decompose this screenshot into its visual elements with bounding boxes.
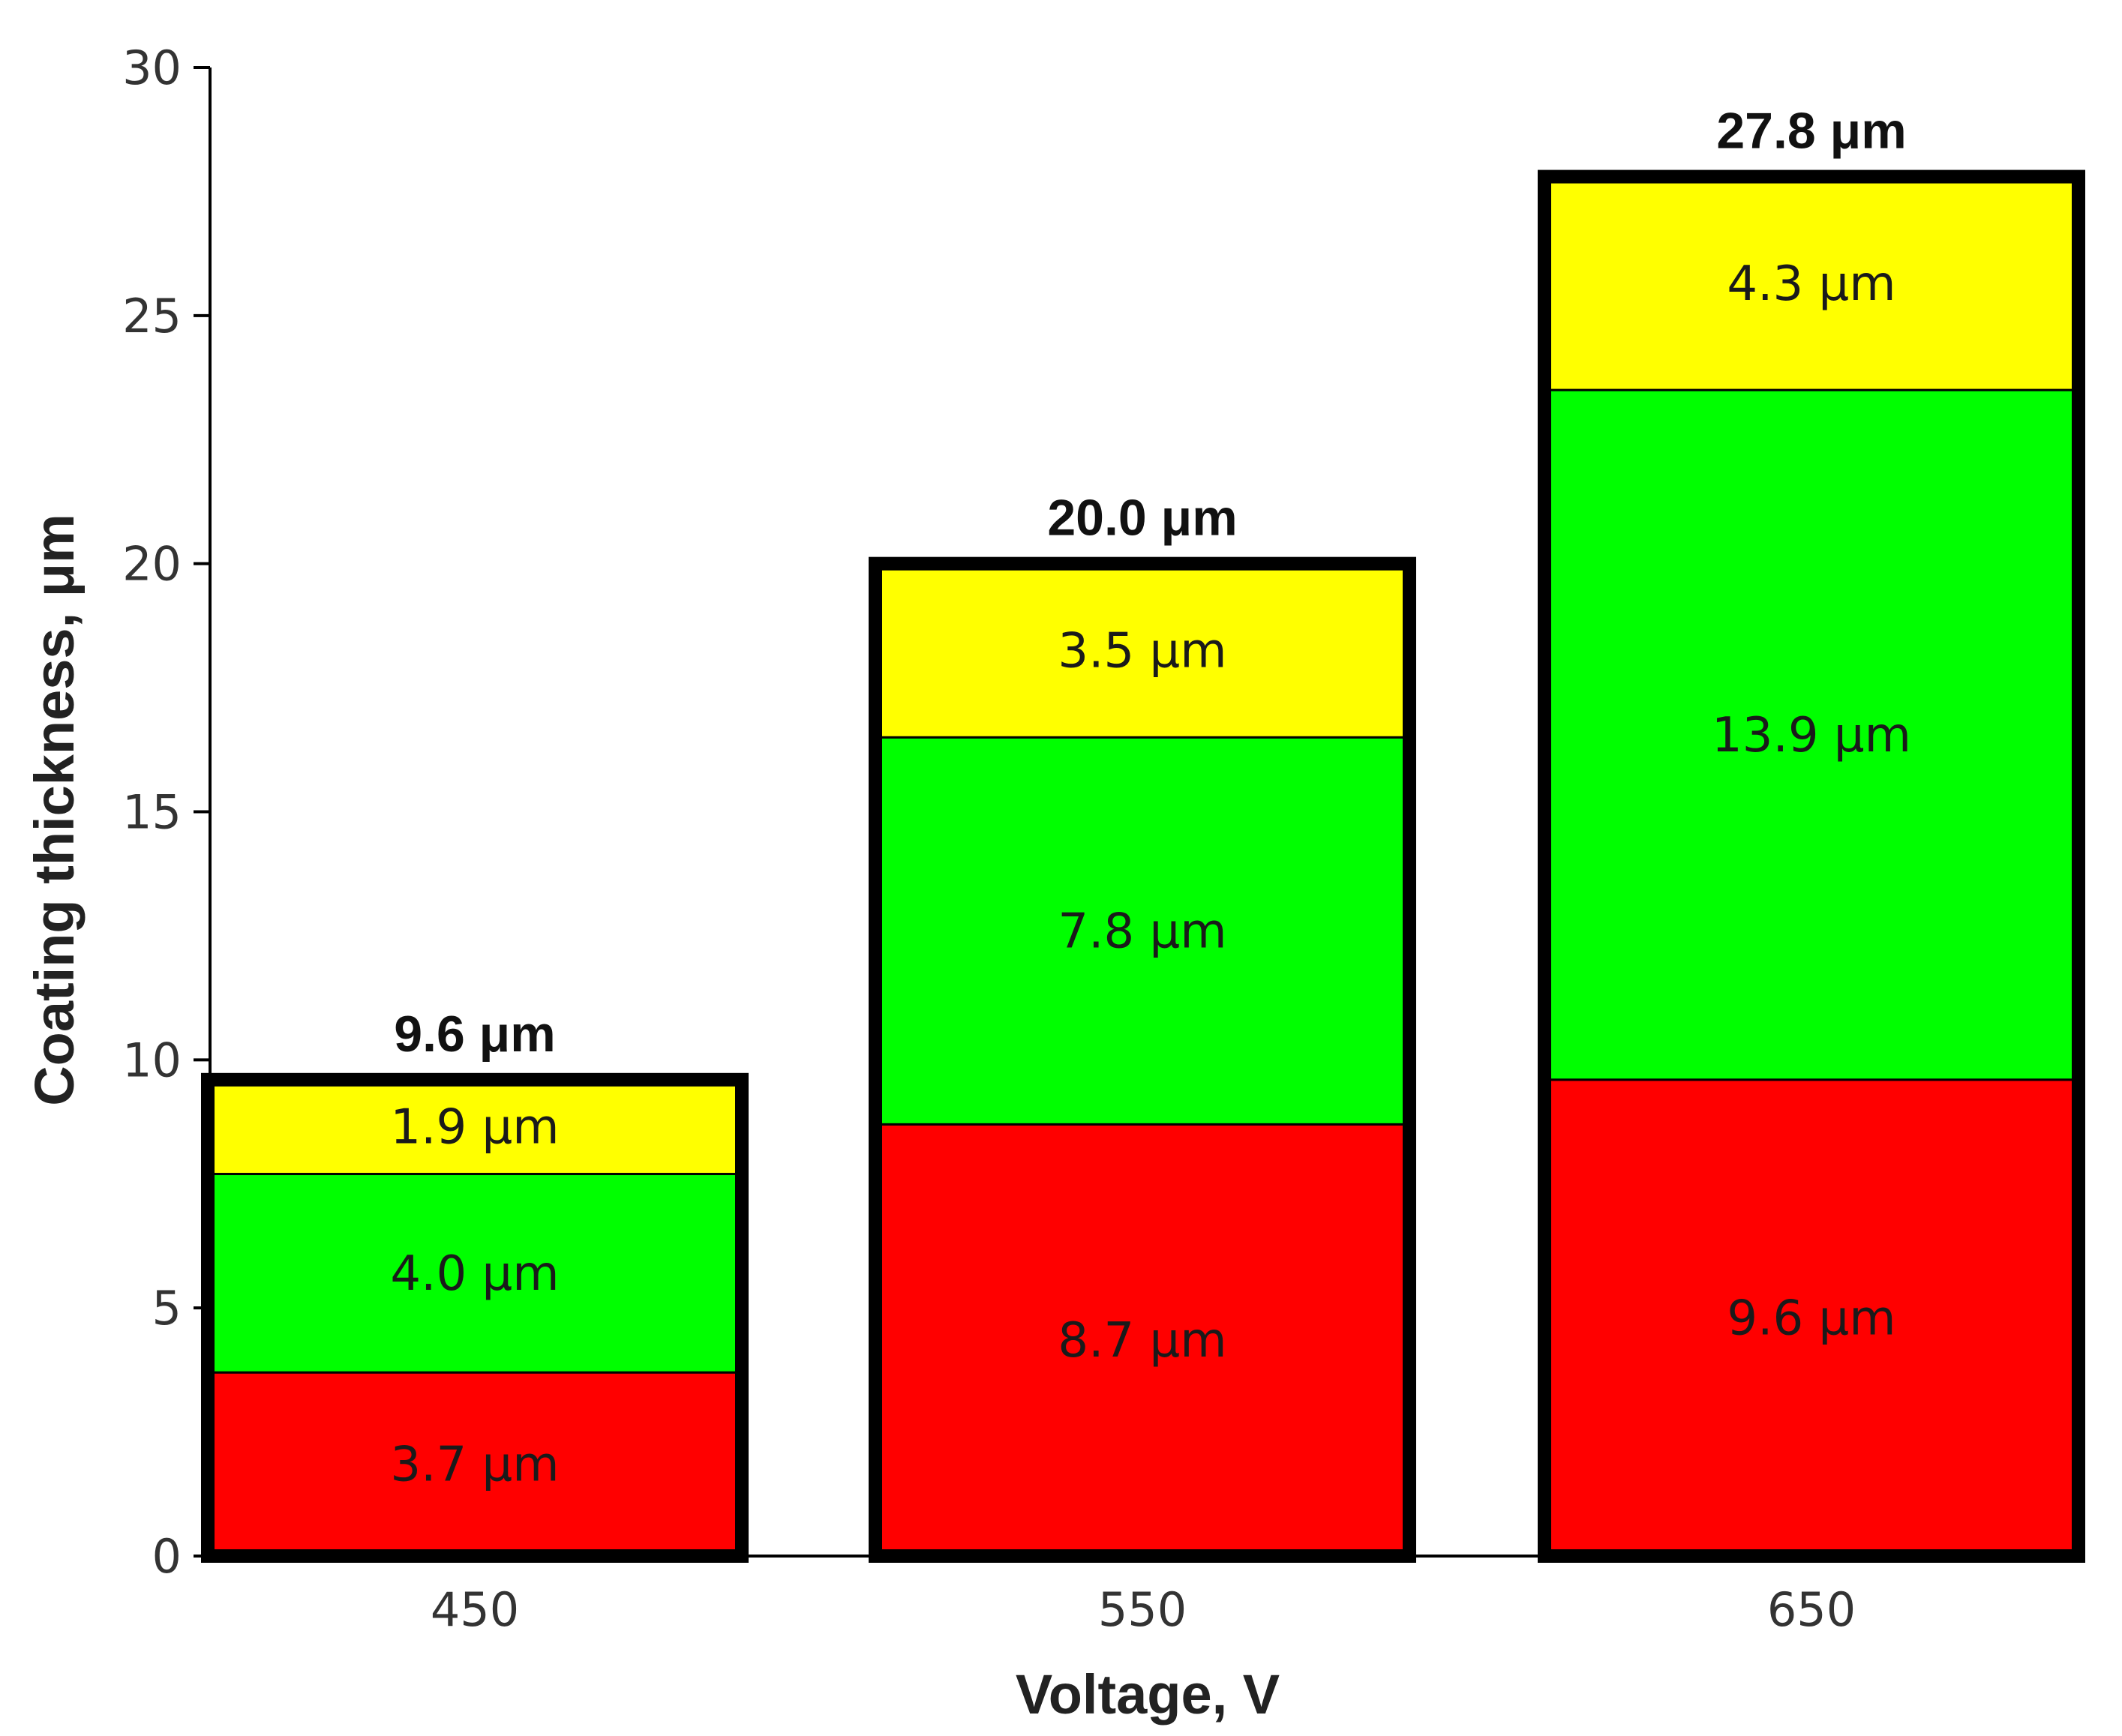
x-axis-ticks: 450 550 650 [431,1582,1856,1637]
y-tick-label: 0 [152,1529,182,1584]
bar-segment [874,736,1411,1126]
y-tick-label: 15 [122,785,182,840]
x-tick-label: 650 [1767,1582,1856,1637]
bar-segment [206,1173,743,1374]
y-axis-ticks: 0 5 10 15 20 25 30 [122,40,210,1584]
segment-value-label: 4.3 μm [1727,256,1895,312]
bar-stack-450: 3.7 μm 4.0 μm 1.9 μm 9.6 μm [201,1006,749,1564]
bar-stack-outline [869,556,1416,1564]
bar-segment [874,562,1411,739]
bar-segment [1543,388,2080,1081]
total-value-label: 9.6 μm [394,1006,556,1063]
x-tick-label: 450 [431,1582,519,1637]
y-tick-label: 10 [122,1033,182,1087]
segment-value-label: 9.6 μm [1727,1291,1895,1346]
segment-value-label: 4.0 μm [390,1246,559,1302]
bar-stacks: 3.7 μm 4.0 μm 1.9 μm 9.6 μm 8.7 μm 7.8 μm 3.5 … [201,103,2085,1564]
bar-stack-550: 8.7 μm 7.8 μm 3.5 μm 20.0 μm [869,490,1416,1564]
bar-stack-outline [1538,169,2085,1564]
segment-value-label: 3.7 μm [390,1438,559,1493]
x-tick-label: 550 [1098,1582,1187,1637]
y-tick-label: 25 [122,289,182,343]
bar-stack-outline [201,1072,749,1564]
segment-value-label: 8.7 μm [1058,1313,1226,1369]
segment-value-label: 13.9 μm [1712,708,1911,763]
bar-stack-650: 9.6 μm 13.9 μm 4.3 μm 27.8 μm [1538,103,2085,1564]
x-axis-title: Voltage, V [1016,1663,1280,1726]
y-tick-label: 30 [122,40,182,95]
total-value-label: 20.0 μm [1047,490,1237,547]
bar-segment [206,1078,743,1176]
segment-value-label: 1.9 μm [390,1100,559,1156]
segment-value-label: 3.5 μm [1058,623,1226,679]
y-tick-label: 5 [152,1281,182,1336]
bar-segment [1543,1078,2080,1558]
bar-segment [1543,175,2080,391]
y-axis-title: Coating thickness, μm [23,514,86,1106]
bar-segment [874,1123,1411,1558]
y-tick-label: 20 [122,537,182,592]
segment-value-label: 7.8 μm [1058,904,1226,959]
total-value-label: 27.8 μm [1716,103,1906,160]
